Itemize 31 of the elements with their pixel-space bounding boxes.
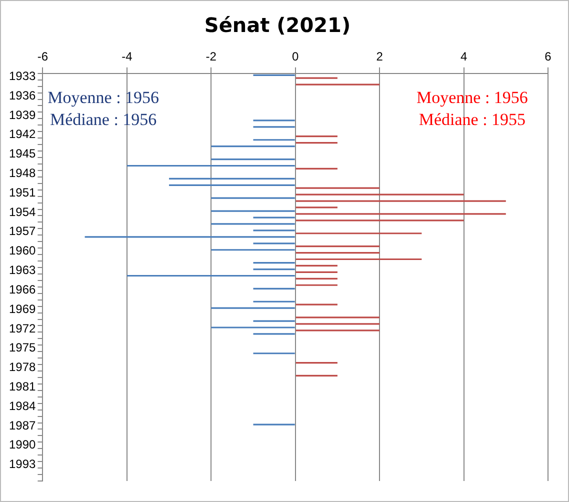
y-tick-label: 1951	[8, 185, 36, 200]
y-tick-label: 1981	[8, 380, 36, 394]
y-tick-label: 1975	[8, 340, 36, 355]
y-tick-label: 1936	[8, 88, 36, 102]
y-tick-label: 1969	[8, 302, 36, 316]
y-tick-label: 1963	[8, 263, 36, 278]
y-tick-label: 1993	[8, 457, 36, 472]
y-tick-label: 1960	[8, 244, 36, 258]
x-tick-label: -6	[37, 50, 48, 64]
y-tick-label: 1942	[8, 127, 36, 142]
y-tick-label: 1957	[8, 224, 36, 238]
annotation: Moyenne : 1956 Médiane : 1956	[48, 88, 160, 129]
y-tick-label: 1987	[8, 418, 36, 432]
y-tick-label: 1954	[8, 204, 36, 219]
y-tick-label: 1984	[8, 398, 36, 413]
y-tick-label: 1948	[8, 166, 36, 180]
y-tick-label: 1972	[8, 321, 36, 336]
y-tick-label: 1933	[8, 68, 36, 83]
y-tick-label: 1966	[8, 282, 36, 296]
y-tick-label: 1990	[8, 438, 36, 452]
x-tick-label: -4	[122, 50, 133, 64]
x-tick-label: 0	[292, 50, 300, 64]
chart-title: Sénat (2021)	[204, 13, 351, 38]
y-tick-label: 1939	[8, 108, 36, 122]
annotation: Moyenne : 1956 Médiane : 1955	[416, 88, 528, 129]
x-tick-label: 4	[460, 50, 468, 64]
y-tick-label: 1945	[8, 146, 36, 161]
x-tick-label: -2	[206, 50, 217, 64]
x-tick-label: 2	[376, 50, 384, 64]
y-tick-label: 1978	[8, 360, 36, 374]
x-tick-label: 6	[544, 50, 552, 64]
